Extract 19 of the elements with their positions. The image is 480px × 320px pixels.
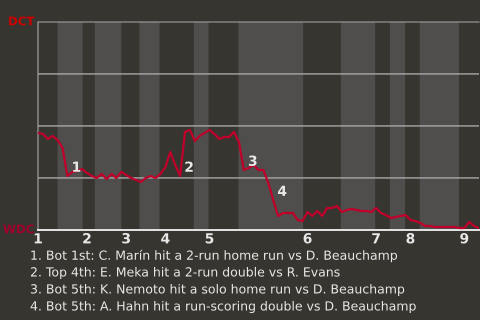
- x-tick-label: 9: [460, 233, 468, 244]
- x-tick-label: 4: [161, 233, 170, 244]
- text: 1. Bot 1st: C. Marín hit a 2-run home run vs D. Beauchamp: [31, 250, 398, 262]
- annotation: 3: [248, 155, 257, 166]
- x-tick-label: 5: [206, 233, 214, 244]
- text: WDC: [3, 224, 34, 234]
- x-tick-label: 2: [83, 233, 91, 244]
- x-tick-label: 3: [122, 233, 130, 244]
- x-tick-label: 1: [34, 233, 42, 244]
- text: DCT: [9, 16, 34, 26]
- annotation: 1: [73, 162, 80, 172]
- annotation: 4: [278, 186, 286, 196]
- text: 3. Bot 5th: K. Nemoto hit a solo home run vs D. Beauchamp: [30, 284, 404, 296]
- text: 4. Bot 5th: A. Hahn hit a run-scoring double vs D. Beauchamp: [30, 300, 416, 314]
- text: 2. Top 4th: E. Meka hit a 2-run double vs R. Evans: [30, 266, 340, 280]
- x-tick-label: 6: [304, 233, 312, 244]
- x-tick-label: 8: [406, 233, 414, 244]
- x-tick-label: 7: [372, 233, 380, 244]
- annotation: 2: [185, 162, 193, 172]
